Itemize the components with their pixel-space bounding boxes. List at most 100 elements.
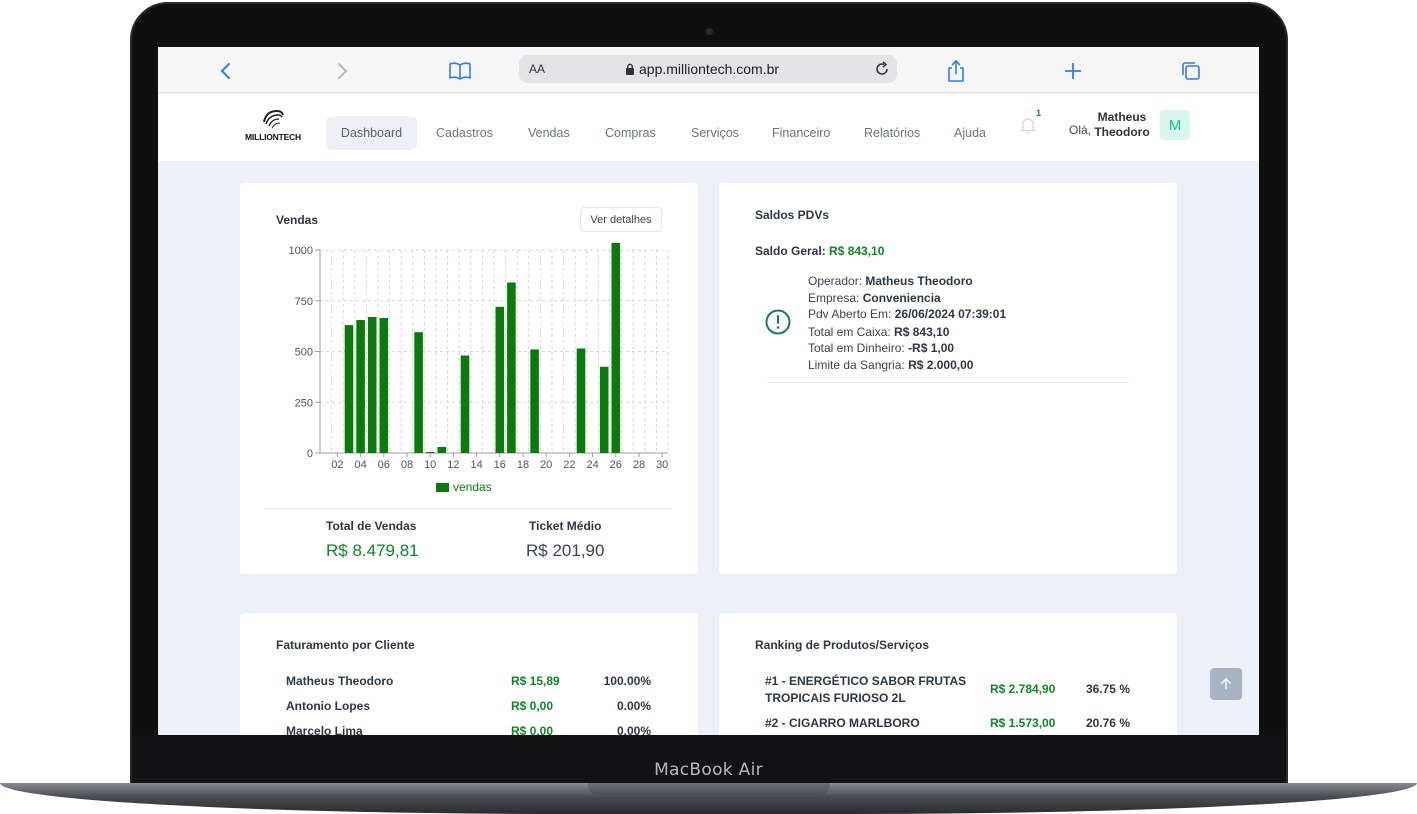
chart-ytick-label: 0 xyxy=(307,448,313,460)
milliontech-logo[interactable]: MILLIONTECH xyxy=(238,108,308,148)
chart-ytick-label: 1000 xyxy=(289,245,313,257)
money-value: -R$ 1,00 xyxy=(908,341,955,355)
cash-line: Total em Caixa: R$ 843,10 xyxy=(808,325,949,339)
screen: AA app.milliontech.com.br xyxy=(158,47,1259,735)
chart-bar xyxy=(344,325,354,453)
app-navbar: MILLIONTECH Dashboard Cadastros Vendas C… xyxy=(158,94,1259,161)
alert-circle-icon xyxy=(765,309,791,340)
view-details-button[interactable]: Ver detalhes xyxy=(580,207,662,232)
bookmarks-icon[interactable] xyxy=(448,59,472,83)
company-line: Empresa: Conveniencia xyxy=(808,291,941,305)
ranking-card-title: Ranking de Produtos/Serviços xyxy=(755,638,930,652)
company-label: Empresa: xyxy=(808,291,860,305)
nav-servicos[interactable]: Serviços xyxy=(691,126,739,140)
avatar[interactable]: M xyxy=(1160,110,1190,140)
device-label: MacBook Air xyxy=(654,760,763,780)
new-tab-icon[interactable] xyxy=(1061,59,1085,83)
money-line: Total em Dinheiro: -R$ 1,00 xyxy=(808,341,954,355)
chart-bar xyxy=(530,349,539,453)
chart-ytick-label: 250 xyxy=(295,397,313,409)
operator-label: Operador: xyxy=(808,274,863,288)
nav-ajuda[interactable]: Ajuda xyxy=(954,126,986,140)
user-last-name: Theodoro xyxy=(1094,125,1150,139)
share-icon[interactable] xyxy=(944,59,968,83)
sales-card-title: Vendas xyxy=(276,213,319,227)
chart-legend-label: vendas xyxy=(453,480,492,494)
client-row-name: Matheus Theodoro xyxy=(286,674,394,688)
back-icon[interactable] xyxy=(214,59,238,83)
ranking-row-name: #1 - ENERGÉTICO SABOR FRUTAS TROPICAIS F… xyxy=(765,673,966,707)
operator-line: Operador: Matheus Theodoro xyxy=(808,274,973,288)
notification-count: 1 xyxy=(1036,108,1042,118)
laptop-notch xyxy=(588,783,830,795)
chart-xtick-label: 16 xyxy=(494,459,506,471)
avg-ticket-label: Ticket Médio xyxy=(529,519,602,533)
nav-dashboard[interactable]: Dashboard xyxy=(326,116,417,150)
chart-bar xyxy=(576,348,586,453)
browser-toolbar: AA app.milliontech.com.br xyxy=(158,47,1259,93)
client-row-name: Marcelo Lima xyxy=(286,724,363,735)
cash-label: Total em Caixa: xyxy=(808,325,891,339)
tabs-icon[interactable] xyxy=(1179,59,1203,83)
general-balance-value: R$ 843,10 xyxy=(829,244,885,258)
chart-xtick-label: 06 xyxy=(378,459,390,471)
chart-bar xyxy=(367,316,377,453)
chart-bar xyxy=(611,242,621,453)
client-revenue-card: Faturamento por Cliente Matheus Theodoro… xyxy=(240,613,698,735)
chart-bar xyxy=(460,355,470,453)
address-bar[interactable]: AA app.milliontech.com.br xyxy=(519,55,897,83)
ranking-row-pct: 20.76 % xyxy=(1085,716,1130,730)
arrow-up-icon xyxy=(1221,678,1231,689)
client-card-title: Faturamento por Cliente xyxy=(276,638,415,652)
general-balance: Saldo Geral: R$ 843,10 xyxy=(755,244,884,258)
cash-value: R$ 843,10 xyxy=(894,325,950,339)
opened-label: Pdv Aberto Em: xyxy=(808,307,892,321)
nav-vendas[interactable]: Vendas xyxy=(528,126,570,140)
ranking-row-value: R$ 2.784,90 xyxy=(990,682,1056,696)
scroll-to-top-button[interactable] xyxy=(1210,668,1242,700)
sales-card: Vendas Ver detalhes 0 250 500 750 1000 02 04 06… xyxy=(240,183,698,574)
forward-icon[interactable] xyxy=(330,59,354,83)
ranking-row-value: R$ 1.573,00 xyxy=(990,716,1056,730)
chart-xtick-label: 08 xyxy=(401,459,413,471)
pdv-divider xyxy=(765,382,1131,383)
chart-bar xyxy=(495,306,505,453)
chart-xtick-label: 24 xyxy=(586,459,598,471)
pdv-card-title: Saldos PDVs xyxy=(755,208,830,222)
company-value: Conveniencia xyxy=(862,291,941,305)
reload-icon[interactable] xyxy=(873,60,891,83)
camera xyxy=(706,28,713,35)
chart-bar xyxy=(414,332,423,453)
client-row-name: Antonio Lopes xyxy=(286,699,370,713)
chart-xtick-label: 22 xyxy=(563,459,575,471)
chart-xtick-label: 10 xyxy=(424,459,436,471)
opened-line: Pdv Aberto Em: 26/06/2024 07:39:01 xyxy=(808,307,1006,321)
limit-value: R$ 2.000,00 xyxy=(908,358,974,372)
notification-bell-icon[interactable] xyxy=(1019,116,1037,139)
url-text: app.milliontech.com.br xyxy=(639,61,780,77)
avg-ticket-value: R$ 201,90 xyxy=(526,541,605,560)
chart-legend-swatch xyxy=(436,483,449,492)
greeting: Olá, xyxy=(1069,123,1092,137)
nav-compras[interactable]: Compras xyxy=(605,126,656,140)
chart-bar xyxy=(425,451,435,453)
client-row-value: R$ 0,00 xyxy=(511,724,554,735)
chart-xtick-label: 18 xyxy=(517,459,529,471)
client-row-value: R$ 0,00 xyxy=(511,699,554,713)
limit-line: Limite da Sangria: R$ 2.000,00 xyxy=(808,358,973,372)
product-ranking-card: Ranking de Produtos/Serviços #1 - ENERGÉ… xyxy=(719,613,1177,735)
text-size-button[interactable]: AA xyxy=(529,62,546,76)
user-name[interactable]: Matheus Theodoro xyxy=(1092,110,1152,140)
nav-cadastros[interactable]: Cadastros xyxy=(436,126,493,140)
chart-xtick-label: 30 xyxy=(656,459,668,471)
chart-ytick-label: 750 xyxy=(295,296,313,308)
chart-bar xyxy=(507,282,516,453)
summary-divider xyxy=(264,508,672,509)
nav-relatorios[interactable]: Relatórios xyxy=(864,126,921,140)
lock-icon xyxy=(625,63,635,81)
ranking-name-line: TROPICAIS FURIOSO 2L xyxy=(765,691,906,705)
chart-ytick-label: 500 xyxy=(295,347,313,359)
nav-financeiro[interactable]: Financeiro xyxy=(772,126,831,140)
client-row-pct: 100.00% xyxy=(603,674,651,688)
limit-label: Limite da Sangria: xyxy=(808,358,905,372)
